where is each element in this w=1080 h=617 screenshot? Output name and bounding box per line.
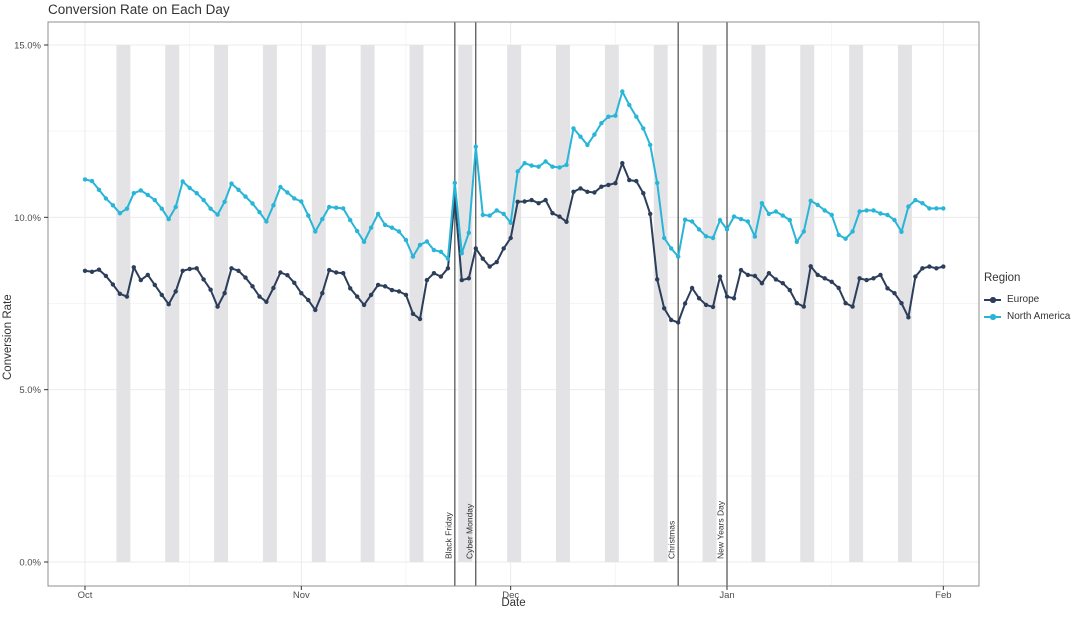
x-axis-title: Date (501, 597, 526, 609)
legend-item-label: Europe (1007, 294, 1040, 305)
event-label: New Years Day (716, 500, 726, 559)
series-europe (82, 161, 946, 325)
y-tick-label: 0.0% (19, 558, 41, 569)
x-axis-labels: Oct Nov Dec Jan Feb (78, 590, 952, 601)
weekend-band (214, 44, 229, 563)
legend-item-north-america: North America (984, 308, 1070, 325)
axis-ticks (44, 44, 944, 590)
weekend-band (702, 44, 717, 563)
event-label: Cyber Monday (464, 503, 474, 559)
x-tick-label: Nov (293, 590, 310, 601)
y-tick-label: 10.0% (14, 213, 41, 224)
weekend-band (849, 44, 864, 563)
weekend-band (653, 44, 668, 563)
series-line-europe (84, 162, 945, 324)
legend-item-label: North America (1007, 311, 1071, 322)
x-tick-label: Oct (78, 590, 93, 601)
line-dot-key-icon (984, 293, 1001, 306)
legend-item-europe: Europe (984, 291, 1070, 308)
weekend-band (751, 44, 766, 563)
series-north-america (82, 89, 946, 261)
weekend-band (262, 44, 277, 563)
legend: Region Europe North America (984, 272, 1070, 325)
weekend-band (507, 44, 522, 563)
series-line-north-america (84, 90, 945, 260)
weekend-band (897, 44, 912, 563)
x-tick-label: Jan (719, 590, 734, 601)
x-tick-label: Dec (502, 590, 519, 601)
y-tick-label: 5.0% (19, 385, 41, 396)
legend-title: Region (984, 272, 1021, 284)
event-lines: Black Friday Cyber Monday Christmas New Yea… (443, 22, 728, 586)
y-tick-label: 15.0% (14, 40, 41, 51)
event-label: Christmas (667, 521, 677, 559)
weekend-band (800, 44, 815, 563)
line-dot-key-icon (984, 310, 1001, 323)
weekend-band (458, 44, 473, 563)
weekend-band (409, 44, 424, 563)
chart-title: Conversion Rate on Each Day (48, 2, 230, 17)
y-axis-labels: 0.0% 5.0% 10.0% 15.0% (14, 40, 41, 568)
weekend-band (116, 44, 131, 563)
weekend-band (604, 44, 619, 563)
weekend-band (165, 44, 180, 563)
series-points-north-america (82, 89, 946, 261)
weekend-band (556, 44, 570, 563)
event-label: Black Friday (443, 511, 453, 559)
series-points-europe (82, 161, 946, 325)
weekend-band (360, 44, 375, 563)
x-tick-label: Feb (935, 590, 951, 601)
panel-border (47, 21, 980, 587)
